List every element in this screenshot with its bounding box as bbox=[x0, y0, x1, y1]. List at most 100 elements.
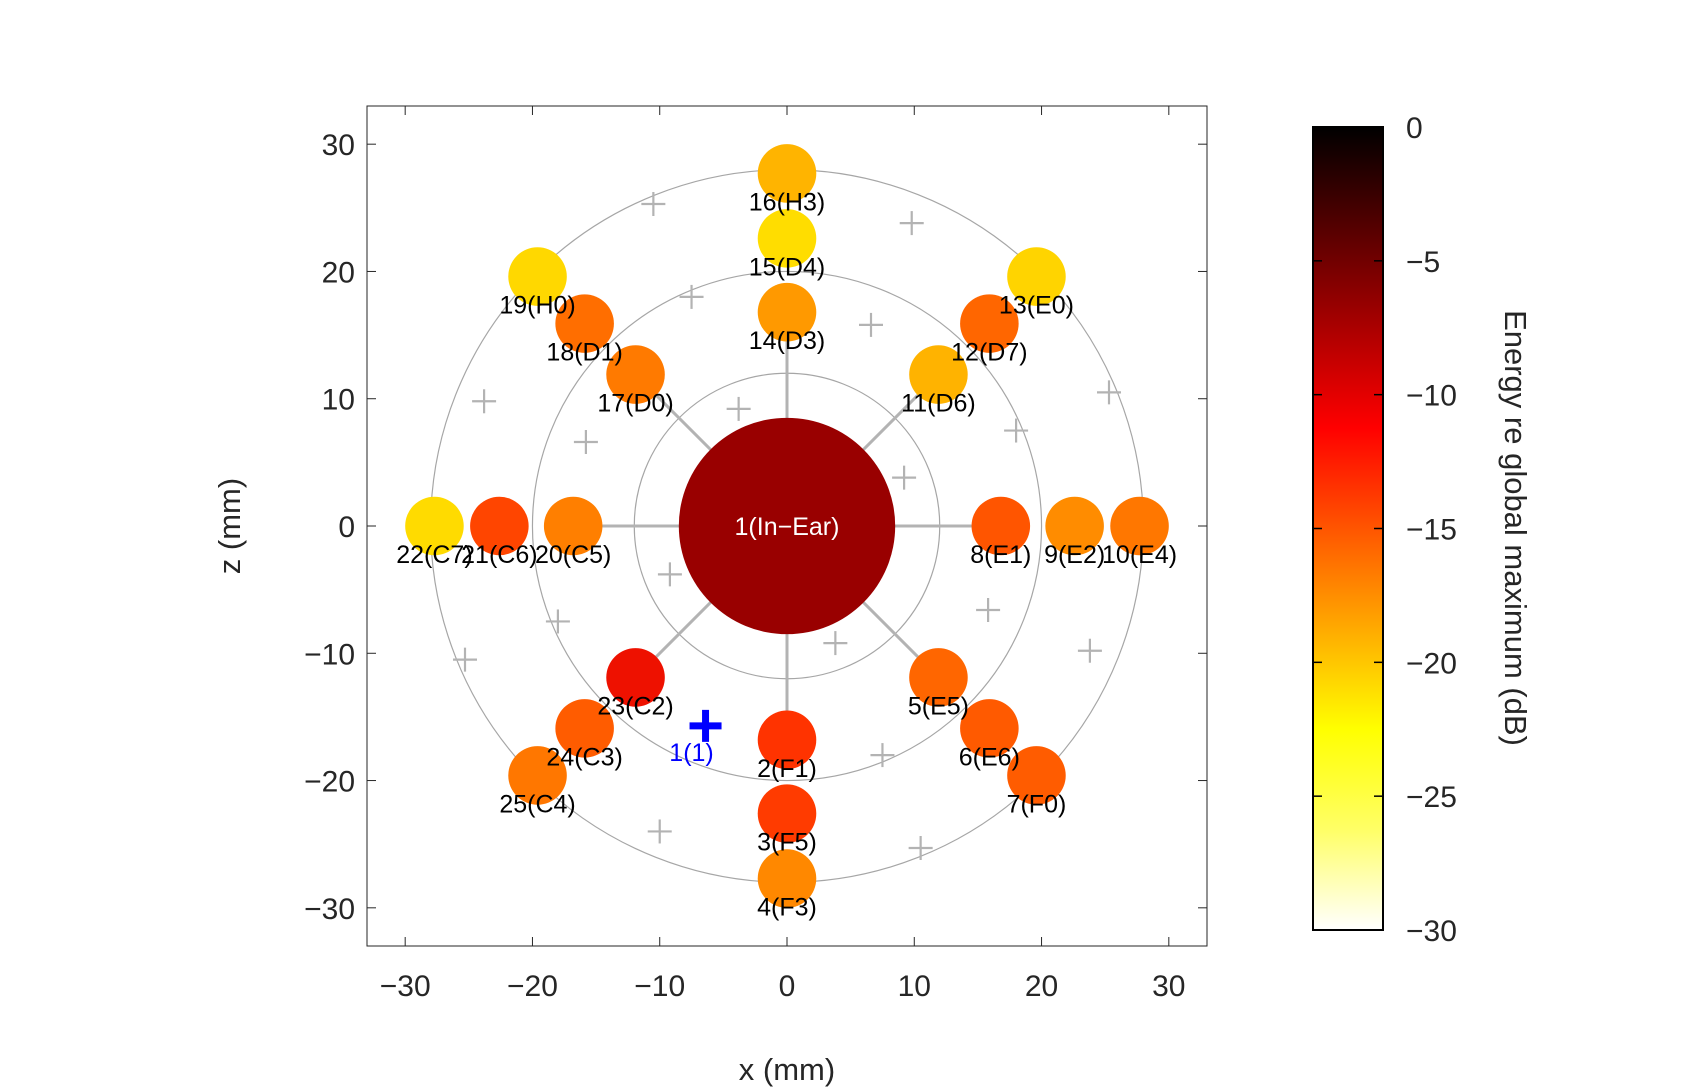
x-axis-label: x (mm) bbox=[739, 1052, 835, 1087]
point-6 bbox=[960, 699, 1019, 758]
colorbar-tick-label-2: −10 bbox=[1406, 380, 1457, 413]
grid-cross-13 bbox=[657, 562, 682, 587]
grid-crosses bbox=[453, 192, 1121, 860]
point-label-4: 4(F3) bbox=[757, 894, 817, 922]
grid-cross-7 bbox=[1077, 638, 1102, 663]
point-label-8: 8(E1) bbox=[970, 541, 1031, 569]
point-5 bbox=[909, 648, 968, 707]
grid-cross-2 bbox=[726, 396, 751, 421]
colorbar-tick-label-3: −15 bbox=[1406, 514, 1457, 547]
x-tick-label-5: 20 bbox=[1025, 970, 1058, 1003]
grid-cross-10 bbox=[870, 743, 895, 768]
marker-label: 1(1) bbox=[669, 739, 713, 767]
point-8 bbox=[971, 496, 1031, 556]
y-tick-label-1: 20 bbox=[322, 256, 355, 289]
point-17 bbox=[606, 345, 665, 404]
colorbar-bar bbox=[1312, 126, 1384, 931]
point-label-11: 11(D6) bbox=[901, 390, 976, 418]
point-label-14: 14(D3) bbox=[749, 327, 825, 355]
x-tick-label-0: −30 bbox=[380, 970, 431, 1003]
point-18 bbox=[555, 294, 614, 353]
grid-cross-9 bbox=[823, 631, 848, 656]
point-4 bbox=[757, 849, 817, 908]
point-label-3: 3(F5) bbox=[757, 829, 817, 857]
plot-area: 2(F1) 3(F5) 4(F3) 5(E5) 6(E6) 7(F0) 8(E1) 9(E2)… bbox=[366, 105, 1208, 947]
x-tick-label-6: 30 bbox=[1152, 970, 1185, 1003]
data-point-labels: 2(F1) 3(F5) 4(F3) 5(E5) 6(E6) 7(F0) 8(E1) 9(E2)… bbox=[396, 188, 1177, 921]
grid-cross-4 bbox=[892, 465, 917, 490]
point-label-16: 16(H3) bbox=[749, 188, 825, 216]
point-16 bbox=[757, 144, 817, 203]
point-label-12: 12(D7) bbox=[951, 339, 1027, 367]
point-25 bbox=[508, 746, 567, 805]
point-7 bbox=[1007, 746, 1066, 805]
point-label-10: 10(E4) bbox=[1102, 541, 1177, 569]
colorbar-tick-label-4: −20 bbox=[1406, 647, 1457, 680]
point-label-17: 17(D0) bbox=[597, 390, 673, 418]
point-label-15: 15(D4) bbox=[749, 253, 825, 281]
point-9 bbox=[1045, 496, 1104, 556]
y-tick-label-6: −30 bbox=[304, 893, 355, 926]
x-tick-label-4: 10 bbox=[898, 970, 931, 1003]
y-axis-ticks: 30 20 10 0 −10 −20 −30 bbox=[304, 129, 1207, 926]
point-20 bbox=[543, 496, 603, 556]
y-axis-label: z (mm) bbox=[212, 478, 247, 574]
colorbar-tick-label-6: −30 bbox=[1406, 915, 1457, 948]
point-15 bbox=[757, 209, 817, 268]
point-19 bbox=[508, 247, 567, 306]
grid-cross-8 bbox=[976, 598, 1001, 622]
marker-group: 1(1) bbox=[669, 709, 722, 767]
point-label-2: 2(F1) bbox=[757, 755, 817, 783]
point-label-13: 13(E0) bbox=[999, 292, 1074, 320]
grid-cross-12 bbox=[647, 819, 672, 844]
point-13 bbox=[1007, 247, 1066, 306]
y-tick-label-2: 10 bbox=[322, 384, 355, 417]
x-tick-label-3: 0 bbox=[779, 970, 796, 1003]
point-label-19: 19(H0) bbox=[499, 292, 575, 320]
grid-cross-5 bbox=[1004, 418, 1029, 443]
grid-cross-3 bbox=[859, 312, 883, 337]
grid-cross-15 bbox=[453, 647, 477, 672]
colorbar-label: Energy re global maximum (dB) bbox=[1498, 310, 1533, 746]
point-label-23: 23(C2) bbox=[597, 692, 673, 720]
grid-cross-17 bbox=[573, 430, 598, 454]
point-3 bbox=[757, 784, 817, 843]
point-24 bbox=[555, 699, 614, 758]
point-22 bbox=[405, 496, 464, 556]
x-tick-label-2: −10 bbox=[634, 970, 685, 1003]
point-label-20: 20(C5) bbox=[535, 541, 611, 569]
grid-cross-11 bbox=[908, 836, 933, 860]
point-label-22: 22(C7) bbox=[396, 541, 472, 569]
ring-1 bbox=[531, 270, 1043, 782]
x-axis-ticks: −30 −20 −10 0 10 20 30 bbox=[380, 106, 1186, 1003]
grid-cross-16 bbox=[472, 389, 497, 414]
colorbar-ticks: 0 −5 −10 −15 −20 −25 −30 bbox=[1313, 112, 1457, 948]
point-label-25: 25(C4) bbox=[499, 790, 575, 818]
point-label-21: 21(C6) bbox=[461, 541, 537, 569]
point-center bbox=[678, 417, 896, 635]
point-label-24: 24(C3) bbox=[546, 743, 622, 771]
point-label-center: 1(In−Ear) bbox=[735, 513, 840, 541]
colorbar: 0 −5 −10 −15 −20 −25 −30 Energy re global maxi… bbox=[1312, 112, 1533, 948]
colorbar-tick-label-1: −5 bbox=[1406, 246, 1440, 279]
grid-cross-0 bbox=[641, 192, 666, 216]
point-label-18: 18(D1) bbox=[546, 339, 622, 367]
grid-cross-18 bbox=[899, 211, 924, 236]
grid-cross-14 bbox=[545, 609, 570, 634]
x-tick-label-1: −20 bbox=[507, 970, 558, 1003]
point-2 bbox=[757, 710, 817, 770]
point-label-5: 5(E5) bbox=[908, 692, 969, 720]
colorbar-tick-label-0: 0 bbox=[1406, 112, 1423, 145]
point-11 bbox=[909, 345, 968, 404]
y-tick-label-0: 30 bbox=[322, 129, 355, 162]
y-tick-label-5: −20 bbox=[304, 766, 355, 799]
y-tick-label-3: 0 bbox=[338, 511, 355, 544]
point-label-9: 9(E2) bbox=[1044, 541, 1105, 569]
point-label-7: 7(F0) bbox=[1007, 790, 1067, 818]
y-tick-label-4: −10 bbox=[304, 638, 355, 671]
grid-cross-6 bbox=[1097, 380, 1121, 405]
grid-cross-1 bbox=[679, 284, 704, 309]
point-label-6: 6(E6) bbox=[959, 743, 1020, 771]
point-10 bbox=[1110, 496, 1169, 556]
